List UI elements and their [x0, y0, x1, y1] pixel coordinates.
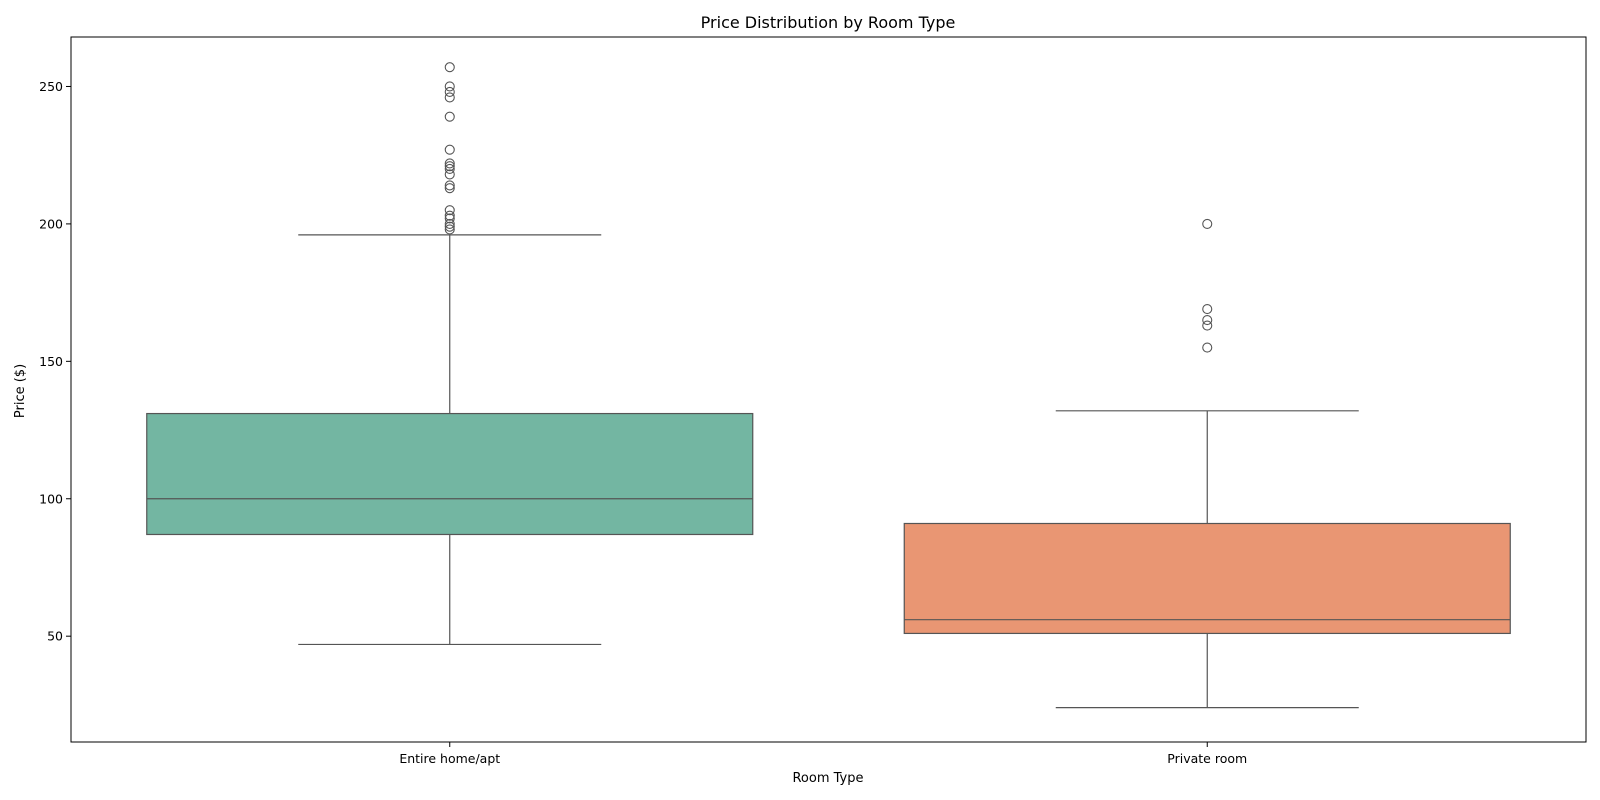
- box-group-2: [903, 218, 1511, 709]
- plot-frame: [70, 36, 1587, 743]
- outlier-point: [444, 92, 455, 103]
- plot-area: 50 100 150 200 250 Entire home/apt Private roo…: [39, 62, 1511, 766]
- outlier-point: [444, 213, 455, 224]
- outlier-point: [444, 86, 455, 98]
- outlier-point: [444, 210, 455, 221]
- x-axis-label: Room Type: [792, 771, 863, 786]
- outlier-point: [444, 205, 455, 216]
- outlier-point: [444, 81, 455, 92]
- outlier-point: [444, 144, 455, 155]
- box-iqr: [146, 412, 754, 536]
- outlier-point: [444, 169, 455, 180]
- y-tick-label-150: 150: [39, 354, 63, 369]
- y-tick-label-100: 100: [39, 491, 63, 506]
- outlier-point: [1202, 304, 1213, 315]
- outlier-point: [444, 158, 455, 169]
- box-group-1: [146, 62, 754, 646]
- outlier-point: [1202, 218, 1213, 229]
- outlier-point: [1202, 315, 1213, 326]
- outlier-point: [1202, 342, 1213, 353]
- y-tick-label-200: 200: [39, 216, 63, 231]
- chart-title: Price Distribution by Room Type: [701, 13, 956, 32]
- outlier-point: [444, 221, 455, 232]
- x-tick-label-2: Private room: [1167, 751, 1247, 766]
- outlier-point: [444, 218, 455, 229]
- outlier-point: [444, 111, 455, 122]
- y-axis-label: Price ($): [13, 364, 28, 418]
- outlier-point: [444, 163, 455, 174]
- outlier-point: [444, 183, 455, 194]
- x-tick-label-1: Entire home/apt: [399, 751, 500, 766]
- outlier-point: [1202, 320, 1213, 331]
- box-iqr: [903, 522, 1511, 635]
- outlier-point: [444, 180, 455, 191]
- outlier-point: [444, 161, 455, 172]
- y-tick-label-50: 50: [47, 629, 63, 644]
- outlier-point: [444, 224, 455, 235]
- outlier-point: [444, 62, 455, 73]
- y-tick-label-250: 250: [39, 79, 63, 94]
